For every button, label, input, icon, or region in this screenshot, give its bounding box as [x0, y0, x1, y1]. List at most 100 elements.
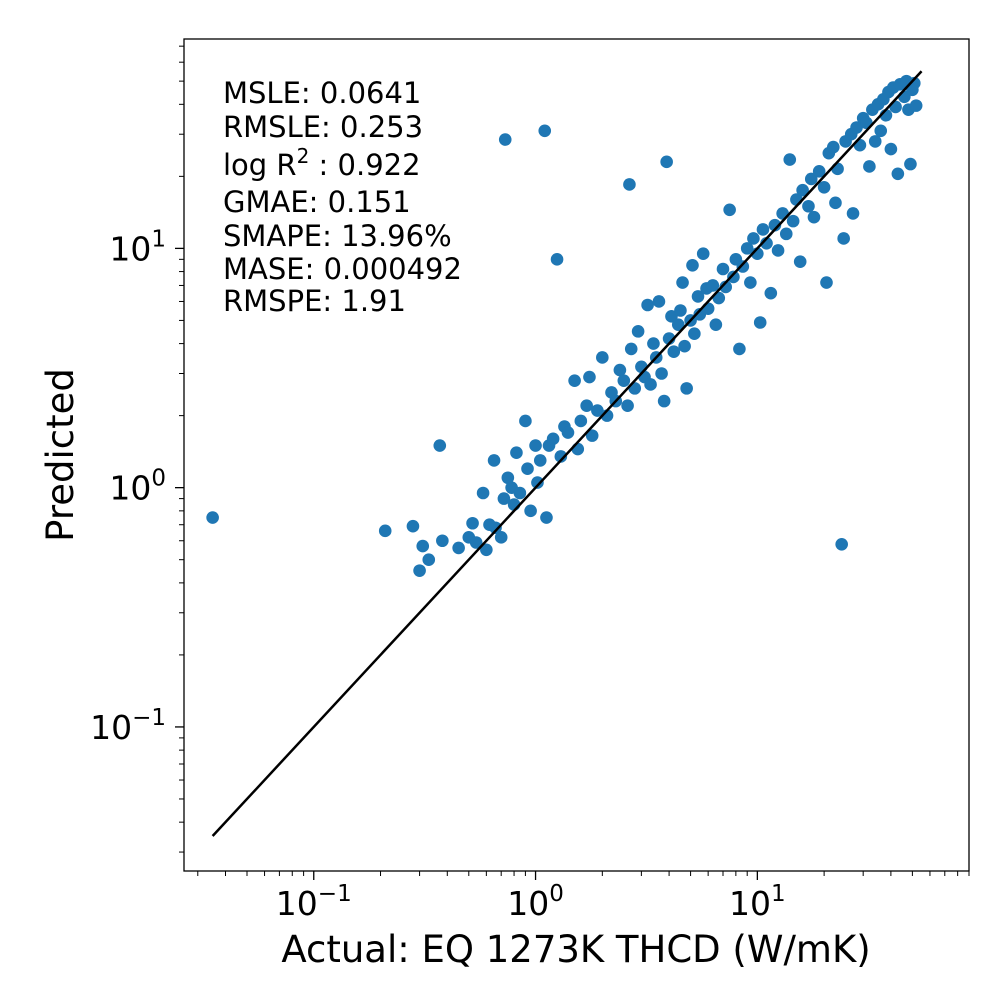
- y-tick-label: 10−1: [90, 705, 166, 747]
- y-tick-label: 100: [109, 466, 166, 508]
- data-point: [863, 160, 876, 173]
- data-point: [501, 471, 515, 485]
- data-point: [487, 454, 501, 467]
- data-point: [768, 218, 782, 232]
- data-point: [747, 232, 760, 245]
- data-point: [631, 325, 645, 338]
- metric-value: : 0.922: [309, 148, 420, 182]
- data-point: [469, 536, 483, 549]
- metric-line: RMSPE: 1.91: [223, 284, 406, 318]
- data-point: [771, 244, 785, 257]
- data-point: [416, 539, 430, 553]
- data-point: [571, 442, 585, 456]
- tick-base: 10: [109, 229, 151, 268]
- data-point: [413, 564, 426, 577]
- data-point: [706, 279, 720, 292]
- tick-exponent: 1: [771, 881, 786, 907]
- data-point: [756, 223, 770, 236]
- data-point: [909, 99, 923, 112]
- data-point: [786, 214, 800, 228]
- data-point: [696, 247, 710, 261]
- data-point: [621, 399, 634, 413]
- data-point: [510, 446, 523, 460]
- tick-exponent: 0: [549, 881, 564, 907]
- data-point: [850, 121, 863, 134]
- data-point: [688, 327, 701, 341]
- data-point: [829, 196, 842, 210]
- data-point: [613, 363, 627, 377]
- data-point: [585, 429, 599, 442]
- data-point: [489, 521, 502, 535]
- data-point: [538, 124, 552, 138]
- data-point: [480, 543, 493, 557]
- data-point: [701, 302, 715, 315]
- tick-exponent: −1: [318, 881, 352, 907]
- data-point: [831, 162, 844, 176]
- data-point: [820, 276, 833, 289]
- metric-line: MASE: 0.000492: [223, 252, 462, 286]
- data-point: [804, 172, 818, 186]
- data-point: [533, 454, 547, 467]
- data-point: [793, 255, 807, 268]
- tick-base: 10: [507, 884, 549, 923]
- data-point: [568, 374, 581, 387]
- data-point: [554, 450, 568, 463]
- data-point: [671, 318, 685, 331]
- metric-line: MSLE: 0.0641: [223, 76, 421, 110]
- data-point: [406, 519, 420, 533]
- metric-line: RMSLE: 0.253: [223, 110, 423, 144]
- tick-base: 10: [276, 884, 318, 923]
- data-point: [652, 295, 666, 308]
- data-point: [817, 181, 831, 194]
- data-point: [779, 227, 793, 241]
- metric-line: log R: [223, 148, 297, 182]
- data-point: [422, 553, 436, 566]
- data-point: [891, 167, 905, 181]
- data-point: [524, 504, 537, 518]
- data-point: [733, 342, 746, 356]
- data-point: [835, 537, 848, 551]
- data-point: [802, 199, 815, 213]
- data-point: [868, 135, 882, 148]
- data-point: [521, 462, 534, 476]
- data-point: [674, 304, 687, 317]
- axis-ticks: [175, 45, 970, 880]
- plot-frame: [183, 38, 970, 872]
- data-point: [907, 76, 921, 90]
- data-point: [497, 492, 511, 505]
- data-point: [574, 414, 588, 428]
- data-point: [655, 367, 668, 380]
- data-point: [667, 345, 681, 359]
- data-point: [660, 155, 673, 169]
- data-point: [812, 164, 826, 178]
- data-point: [596, 351, 609, 364]
- data-point: [519, 414, 532, 428]
- data-point: [709, 318, 723, 331]
- data-point: [644, 378, 657, 391]
- data-point: [676, 276, 689, 289]
- data-point: [744, 276, 757, 289]
- data-point: [740, 242, 754, 255]
- data-point: [783, 153, 797, 166]
- metrics-annotation: MSLE: 0.0641 RMSLE: 0.253 log R2 : 0.922 GM…: [223, 76, 462, 318]
- data-point: [686, 258, 699, 272]
- data-point: [617, 374, 631, 387]
- data-point: [647, 337, 660, 350]
- x-tick-label: 101: [729, 881, 786, 923]
- data-point: [723, 203, 736, 217]
- data-point: [641, 298, 654, 312]
- data-point: [764, 286, 778, 300]
- data-point: [665, 310, 678, 323]
- data-point: [719, 280, 733, 294]
- tick-base: 10: [729, 884, 771, 923]
- data-point: [846, 207, 860, 220]
- metric-line: SMAPE: 13.96%: [223, 219, 452, 253]
- metric-line: GMAE: 0.151: [223, 185, 411, 219]
- data-point: [678, 339, 691, 353]
- data-point: [378, 524, 392, 538]
- tick-base: 10: [90, 708, 132, 747]
- data-point: [716, 262, 730, 276]
- data-point: [580, 399, 593, 413]
